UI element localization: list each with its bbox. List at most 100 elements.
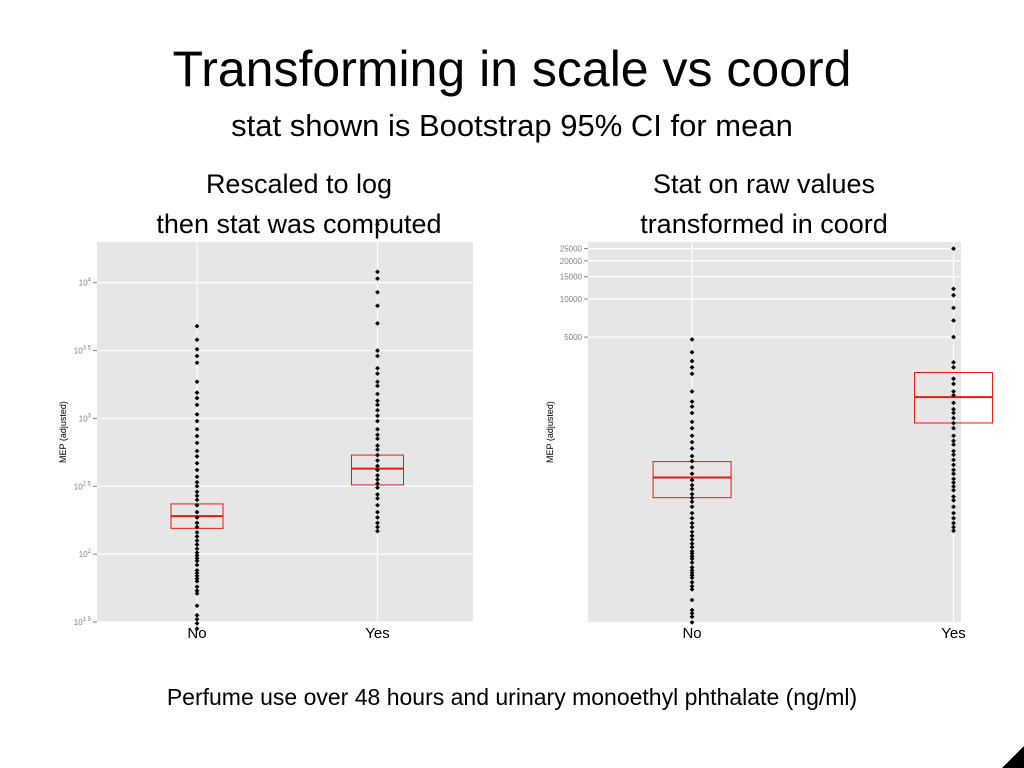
data-point-no bbox=[689, 556, 695, 562]
data-point-no bbox=[689, 410, 695, 416]
data-point-yes bbox=[375, 413, 380, 419]
data-point-yes bbox=[375, 502, 380, 508]
data-point-yes bbox=[375, 383, 380, 389]
data-point-no bbox=[689, 458, 695, 464]
data-point-no bbox=[194, 379, 200, 385]
slide-footer: Perfume use over 48 hours and urinary mo… bbox=[166, 684, 858, 710]
data-point-yes bbox=[375, 447, 380, 453]
data-point-no bbox=[689, 365, 695, 370]
data-point-no bbox=[194, 323, 200, 329]
data-point-yes bbox=[375, 402, 380, 408]
data-point-no bbox=[689, 619, 695, 625]
data-point-no bbox=[689, 349, 695, 355]
plot-panel bbox=[97, 242, 473, 622]
y-tick-label: 102 bbox=[79, 549, 92, 559]
data-point-no bbox=[689, 371, 695, 377]
data-point-no bbox=[689, 568, 695, 573]
data-point-no bbox=[194, 497, 200, 503]
data-point-yes bbox=[951, 471, 956, 477]
plot-panel bbox=[588, 242, 961, 622]
data-point-yes bbox=[951, 415, 956, 421]
data-point-no bbox=[689, 583, 695, 589]
data-point-no bbox=[689, 607, 695, 613]
data-point-no bbox=[194, 411, 200, 417]
data-point-yes bbox=[375, 432, 380, 438]
data-point-no bbox=[689, 575, 695, 581]
data-point-no bbox=[194, 395, 200, 401]
data-point-yes bbox=[951, 442, 956, 448]
data-point-yes bbox=[375, 481, 380, 486]
data-point-yes bbox=[951, 246, 956, 251]
data-point-yes bbox=[375, 509, 380, 515]
data-point-no bbox=[689, 399, 695, 404]
left-chart: 101.5 102 102.5 103 103.5 104 No Yes MEP (adjust… bbox=[58, 221, 473, 642]
data-point-yes bbox=[951, 524, 956, 530]
data-point-no bbox=[689, 614, 695, 620]
data-point-no bbox=[689, 548, 695, 554]
data-point-yes bbox=[951, 452, 956, 458]
data-point-yes bbox=[375, 371, 380, 377]
data-point-no bbox=[689, 520, 695, 526]
data-point-yes bbox=[951, 462, 956, 468]
data-point-yes bbox=[951, 365, 956, 370]
data-point-no bbox=[689, 579, 695, 585]
data-point-yes bbox=[375, 348, 380, 353]
data-point-yes bbox=[951, 510, 956, 516]
data-point-yes bbox=[375, 436, 380, 442]
data-point-no bbox=[689, 486, 695, 492]
data-point-yes bbox=[375, 418, 380, 424]
data-point-yes bbox=[375, 524, 380, 530]
slide-title: Transforming in scale vs coord bbox=[172, 41, 852, 97]
data-point-yes bbox=[375, 379, 380, 385]
y-axis-label: MEP (adjusted) bbox=[545, 401, 555, 463]
data-point-no bbox=[194, 538, 200, 543]
y-tick-label: 5000 bbox=[564, 333, 582, 342]
data-point-no bbox=[194, 440, 200, 446]
y-axis-label: MEP (adjusted) bbox=[58, 401, 68, 463]
data-point-no bbox=[689, 425, 695, 431]
data-point-yes bbox=[375, 477, 380, 482]
data-point-yes bbox=[375, 353, 380, 359]
left-plot-title-line-1: Rescaled to log bbox=[205, 169, 393, 199]
data-point-yes bbox=[951, 410, 956, 416]
data-point-yes bbox=[951, 476, 956, 482]
data-point-yes bbox=[375, 485, 380, 491]
data-point-no bbox=[689, 446, 695, 451]
data-point-no bbox=[194, 534, 200, 539]
data-point-yes bbox=[951, 420, 956, 426]
data-point-no bbox=[689, 404, 695, 410]
data-point-no bbox=[689, 433, 695, 439]
data-point-no bbox=[194, 426, 200, 432]
data-point-no bbox=[689, 504, 695, 510]
data-point-yes bbox=[375, 321, 380, 326]
data-point-yes bbox=[951, 528, 956, 534]
data-point-yes bbox=[951, 318, 956, 323]
data-point-no bbox=[194, 433, 200, 439]
y-tick-label: 104 bbox=[79, 278, 92, 288]
data-point-yes bbox=[951, 520, 956, 526]
data-point-yes bbox=[375, 443, 380, 448]
data-point-yes bbox=[375, 492, 380, 497]
y-tick-label: 10000 bbox=[560, 295, 583, 304]
y-tick-label: 103.5 bbox=[74, 346, 92, 356]
data-point-no bbox=[194, 390, 200, 396]
data-point-no bbox=[689, 439, 695, 445]
data-point-yes bbox=[951, 305, 956, 311]
x-tick-label-no: No bbox=[682, 625, 701, 642]
data-point-yes bbox=[375, 407, 380, 413]
right-plot-title-line-1: Stat on raw values bbox=[652, 169, 876, 199]
data-point-no bbox=[689, 610, 695, 616]
data-point-no bbox=[689, 358, 695, 364]
data-point-yes bbox=[375, 496, 380, 501]
data-point-no bbox=[194, 591, 200, 596]
data-point-yes bbox=[375, 221, 380, 227]
data-point-no bbox=[194, 474, 200, 480]
y-tick-label: 101.5 bbox=[74, 617, 92, 627]
data-point-no bbox=[689, 453, 695, 459]
data-point-no bbox=[689, 491, 695, 497]
data-point-no bbox=[194, 479, 200, 485]
data-point-no bbox=[194, 502, 200, 508]
data-point-no bbox=[194, 346, 200, 352]
data-point-no bbox=[689, 482, 695, 488]
data-point-no bbox=[689, 465, 695, 470]
